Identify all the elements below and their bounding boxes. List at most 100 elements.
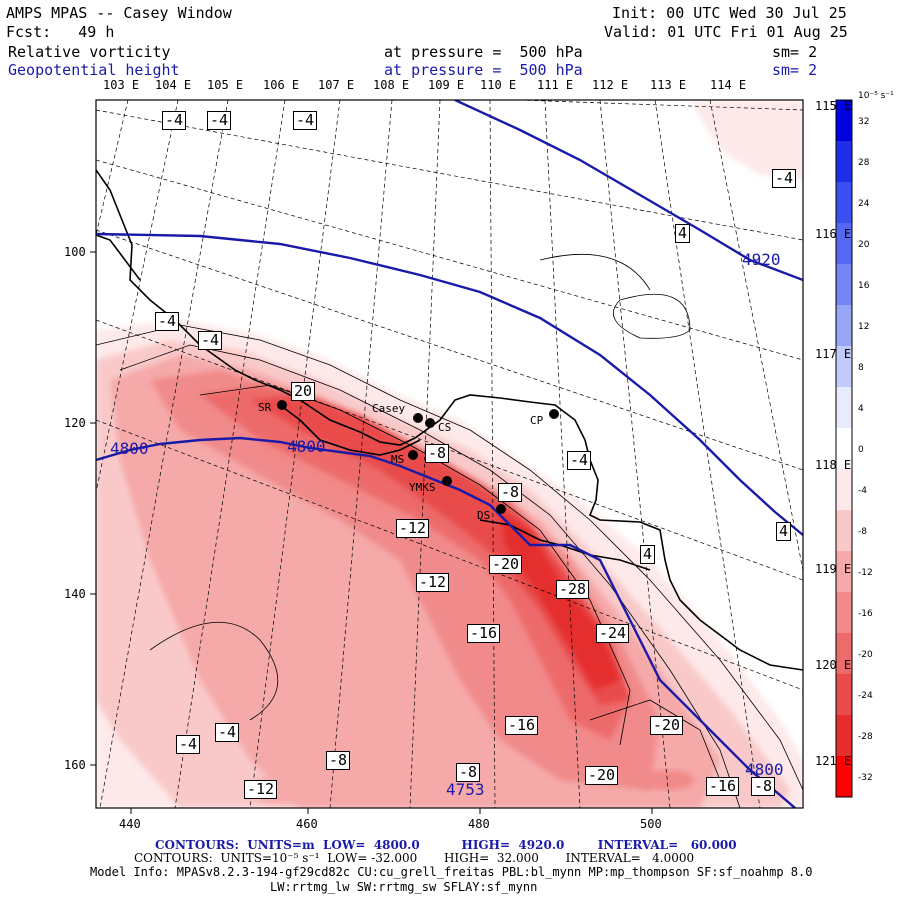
colorbar-label: -16 bbox=[858, 609, 873, 619]
colorbar-swatch bbox=[836, 182, 852, 223]
longitude-label: 118 E bbox=[815, 458, 852, 472]
field2-smoothing: sm= 2 bbox=[772, 61, 818, 79]
colorbar-label: 16 bbox=[858, 281, 870, 291]
colorbar-swatch bbox=[836, 100, 852, 141]
colorbar-swatch bbox=[836, 469, 852, 510]
colorbar-swatch bbox=[836, 510, 852, 551]
field1-smoothing: sm= 2 bbox=[772, 43, 818, 61]
footer-height-contours: CONTOURS: UNITS=m LOW= 4800.0 HIGH= 4920… bbox=[155, 838, 737, 852]
vorticity-contour-label: -16 bbox=[505, 716, 539, 735]
colorbar-swatch bbox=[836, 592, 852, 633]
colorbar-label: 8 bbox=[858, 363, 864, 373]
station-cp bbox=[549, 409, 559, 419]
longitude-label: 119 E bbox=[815, 562, 852, 576]
station-casey bbox=[413, 413, 423, 423]
station-label: DS bbox=[477, 509, 490, 522]
station-label: Casey bbox=[372, 402, 405, 415]
vorticity-contour-label: -8 bbox=[751, 777, 776, 796]
colorbar-swatch bbox=[836, 387, 852, 428]
station-markers: SR Casey CS CP MS YMKS DS bbox=[258, 400, 559, 522]
colorbar-unit: 10⁻⁵ s⁻¹ bbox=[858, 91, 894, 101]
vorticity-contour-label: -12 bbox=[396, 519, 430, 538]
station-label: CS bbox=[438, 421, 451, 434]
vorticity-contour-label: -4 bbox=[155, 312, 180, 331]
colorbar-label: 12 bbox=[858, 322, 869, 332]
longitude-label: 116 E bbox=[815, 227, 852, 241]
longitude-label: 103 E bbox=[103, 78, 140, 92]
colorbar-swatch bbox=[836, 756, 852, 797]
x-tick-label: 440 bbox=[119, 817, 141, 831]
station-cs bbox=[425, 418, 435, 428]
station-label: MS bbox=[391, 453, 404, 466]
colorbar-label: 24 bbox=[858, 199, 870, 209]
station-label: CP bbox=[530, 414, 544, 427]
vorticity-contour-label: -12 bbox=[244, 780, 278, 799]
y-tick-label: 140 bbox=[64, 587, 86, 601]
colorbar-swatch bbox=[836, 715, 852, 756]
longitude-label: 113 E bbox=[650, 78, 687, 92]
x-tick-label: 460 bbox=[296, 817, 318, 831]
longitude-label: 105 E bbox=[207, 78, 244, 92]
footer-model-info-2: LW:rrtmg_lw SW:rrtmg_sw SFLAY:sf_mynn bbox=[270, 880, 538, 894]
field2-level: at pressure = 500 hPa bbox=[384, 61, 583, 79]
height-contour-label: 4920 bbox=[742, 250, 781, 269]
y-tick-label: 120 bbox=[64, 416, 86, 430]
station-label: YMKS bbox=[409, 481, 436, 494]
vorticity-contour-label: 4 bbox=[675, 224, 691, 243]
colorbar-label: 0 bbox=[858, 445, 864, 455]
height-contour-label: 4753 bbox=[446, 780, 485, 799]
station-sr bbox=[277, 400, 287, 410]
vorticity-contour-label: -8 bbox=[456, 763, 481, 782]
vorticity-contour-label: -4 bbox=[293, 111, 318, 130]
colorbar-swatch bbox=[836, 264, 852, 305]
longitude-label: 114 E bbox=[710, 78, 747, 92]
footer-model-info: Model Info: MPASv8.2.3-194-gf29cd82c CU:… bbox=[90, 865, 813, 879]
valid-time: Valid: 01 UTC Fri 01 Aug 25 bbox=[604, 23, 848, 41]
colorbar-swatch bbox=[836, 223, 852, 264]
longitude-label: 117 E bbox=[815, 347, 852, 361]
vorticity-contour-label: -20 bbox=[650, 716, 684, 735]
field1-level: at pressure = 500 hPa bbox=[384, 43, 583, 61]
colorbar-swatch bbox=[836, 551, 852, 592]
field1-name: Relative vorticity bbox=[8, 43, 171, 61]
vorticity-contour-label: -28 bbox=[556, 580, 590, 599]
station-ms bbox=[408, 450, 418, 460]
longitude-label: 109 E bbox=[428, 78, 465, 92]
y-tick-label: 100 bbox=[64, 245, 86, 259]
longitude-label: 121 E bbox=[815, 754, 852, 768]
plot-title: AMPS MPAS -- Casey Window bbox=[6, 4, 232, 22]
vorticity-contour-label: -4 bbox=[162, 111, 187, 130]
station-ds bbox=[496, 504, 506, 514]
height-contour-label: 4800 bbox=[110, 439, 149, 458]
vorticity-contour-label: -4 bbox=[207, 111, 232, 130]
vorticity-contour-label: -4 bbox=[176, 735, 201, 754]
colorbar-label: -8 bbox=[858, 527, 867, 537]
forecast-hour: Fcst: 49 h bbox=[6, 23, 115, 41]
vorticity-fill: SR Casey CS CP MS YMKS DS bbox=[96, 100, 803, 808]
colorbar-swatch bbox=[836, 428, 852, 469]
vorticity-contour-label: -20 bbox=[585, 766, 619, 785]
colorbar-label: -28 bbox=[858, 732, 873, 742]
vorticity-contour-label: -8 bbox=[498, 483, 523, 502]
height-contour-label: 4800 bbox=[287, 437, 326, 456]
vorticity-contour-label: -16 bbox=[706, 777, 740, 796]
vorticity-contour-label: -8 bbox=[425, 444, 450, 463]
init-time: Init: 00 UTC Wed 30 Jul 25 bbox=[612, 4, 847, 22]
vorticity-contour-label: -8 bbox=[326, 751, 351, 770]
height-contours bbox=[96, 100, 803, 808]
station-label: SR bbox=[258, 401, 272, 414]
colorbar-swatch bbox=[836, 346, 852, 387]
longitude-label: 108 E bbox=[373, 78, 410, 92]
colorbar-label: 4 bbox=[858, 404, 864, 414]
plot-frame bbox=[95, 99, 804, 809]
colorbar-label: 28 bbox=[858, 158, 870, 168]
vorticity-contour-label: -4 bbox=[215, 723, 240, 742]
colorbar-frame bbox=[835, 99, 853, 798]
y-tick-label: 160 bbox=[64, 758, 86, 772]
vorticity-contour-label: 4 bbox=[776, 522, 792, 541]
longitude-label: 107 E bbox=[318, 78, 355, 92]
graticule bbox=[96, 100, 803, 808]
longitude-label: 104 E bbox=[155, 78, 192, 92]
colorbar-swatch bbox=[836, 674, 852, 715]
